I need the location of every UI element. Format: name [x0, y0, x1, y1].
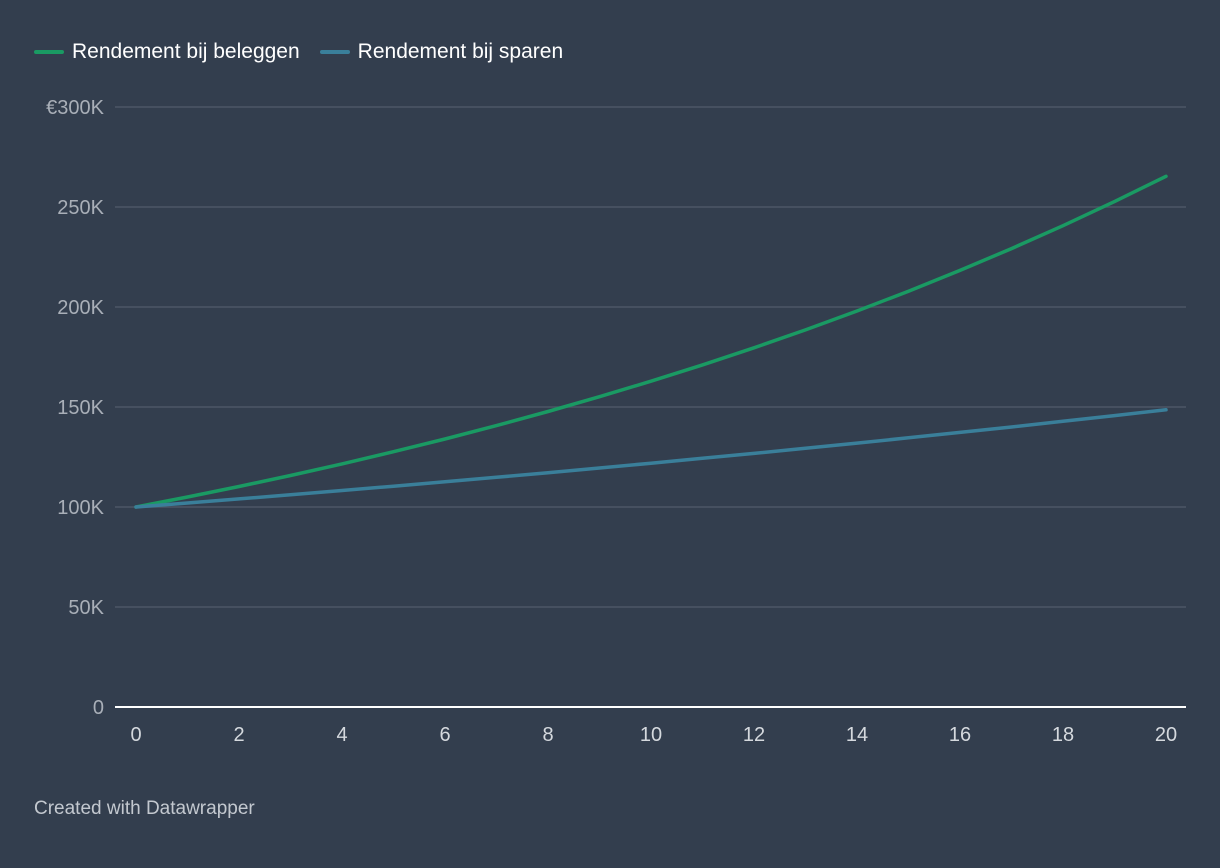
y-tick-label: 150K	[57, 397, 104, 419]
legend-label-sparen: Rendement bij sparen	[357, 40, 564, 63]
x-tick-label: 16	[949, 724, 971, 746]
legend-label-beleggen: Rendement bij beleggen	[72, 40, 300, 63]
legend-item-beleggen: Rendement bij beleggen	[34, 40, 300, 64]
series-line-sparen	[134, 408, 1168, 509]
x-tick-label: 12	[743, 724, 765, 746]
y-tick-label: 250K	[57, 197, 104, 219]
x-tick-label: 0	[130, 724, 141, 746]
y-tick-label: 200K	[57, 297, 104, 319]
y-tick-label: 0	[93, 697, 104, 719]
footer-credit: Created with Datawrapper	[34, 798, 255, 819]
x-tick-label: 6	[439, 724, 450, 746]
legend-swatch-beleggen	[34, 50, 64, 54]
x-tick-label: 20	[1155, 724, 1177, 746]
x-tick-label: 14	[846, 724, 868, 746]
x-tick-label: 10	[640, 724, 662, 746]
series-line-beleggen	[134, 174, 1168, 509]
y-tick-label: 50K	[68, 597, 104, 619]
legend: Rendement bij beleggen Rendement bij spa…	[34, 40, 563, 64]
x-tick-label: 4	[336, 724, 347, 746]
legend-item-sparen: Rendement bij sparen	[319, 40, 564, 64]
x-tick-label: 2	[233, 724, 244, 746]
legend-swatch-sparen	[319, 50, 350, 54]
y-tick-label: 100K	[57, 497, 104, 519]
y-tick-label: €300K	[46, 97, 104, 119]
x-tick-label: 8	[542, 724, 553, 746]
x-tick-label: 18	[1052, 724, 1074, 746]
